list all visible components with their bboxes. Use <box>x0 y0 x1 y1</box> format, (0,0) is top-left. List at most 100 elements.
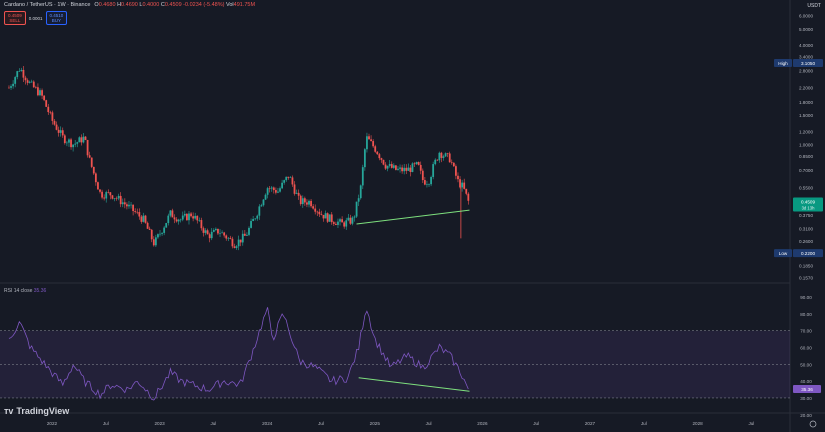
rsi-legend[interactable]: RSI 14 close 35.36 <box>4 288 47 294</box>
candle-body <box>121 202 124 205</box>
price-trendline <box>356 209 470 225</box>
candle-body <box>109 192 112 196</box>
candle-body <box>376 151 379 155</box>
candle-body <box>320 214 323 215</box>
candle-body <box>248 227 250 235</box>
candle-body <box>260 205 263 207</box>
candle-body <box>134 211 137 212</box>
candle-body <box>287 176 290 178</box>
candle-body <box>105 192 108 199</box>
candle-body <box>132 204 135 212</box>
price-tick: 0.8500 <box>799 154 813 159</box>
time-tick: 2027 <box>585 421 596 426</box>
candle-body <box>90 157 93 167</box>
candle-body <box>349 217 352 224</box>
price-tick: 3.4000 <box>799 54 813 59</box>
candle-body <box>359 185 362 199</box>
candle-body <box>86 139 89 156</box>
spread-value: 0.0001 <box>28 15 43 21</box>
price-tick: 1.2000 <box>799 129 813 134</box>
candle-body <box>99 189 101 192</box>
price-tick: 4.0000 <box>799 43 813 48</box>
candle-body <box>463 182 466 189</box>
price-tick: 0.5500 <box>799 185 813 190</box>
candle-body <box>113 198 116 199</box>
candle-body <box>419 164 422 171</box>
candle-body <box>380 158 383 160</box>
candle-body <box>117 195 120 199</box>
candle-body <box>88 155 91 158</box>
candle-body <box>421 170 424 181</box>
candle-body <box>198 220 201 221</box>
time-tick: Jul <box>641 421 647 426</box>
candle-body <box>34 87 37 88</box>
candle-body <box>181 215 184 220</box>
candle-body <box>237 239 240 247</box>
candle-body <box>363 149 366 168</box>
candle-body <box>308 200 310 205</box>
candle-body <box>126 204 128 207</box>
candle-body <box>314 208 317 212</box>
candle-body <box>92 166 95 174</box>
candle-body <box>357 198 360 202</box>
price-tick: 0.3750 <box>799 213 813 218</box>
candle-body <box>190 213 192 217</box>
candle-body <box>30 81 33 83</box>
logo-icon: ᴛᴠ <box>4 406 14 416</box>
low-value: 0.2200 <box>801 251 815 256</box>
candle-body <box>411 163 414 173</box>
candle-body <box>115 198 118 199</box>
candle-body <box>14 77 17 84</box>
trade-buttons: 0.4509 SELL 0.0001 0.4510 BUY <box>4 11 68 25</box>
candle-body <box>426 184 428 185</box>
candle-body <box>159 233 161 235</box>
buy-button[interactable]: 0.4510 BUY <box>45 11 68 25</box>
price-tick: 0.1570 <box>799 275 813 280</box>
candle-body <box>123 202 126 205</box>
candle-body <box>32 81 35 88</box>
candle-body <box>239 239 242 243</box>
candle-body <box>395 165 397 170</box>
candle-body <box>405 167 408 171</box>
time-tick: 2028 <box>692 421 703 426</box>
candle-body <box>214 228 217 231</box>
symbol-title[interactable]: Cardano / TetherUS · 1W · Binance <box>4 2 91 8</box>
rsi-tick: 80.00 <box>800 312 812 317</box>
candle-body <box>250 221 252 228</box>
symbol-header: Cardano / TetherUS · 1W · Binance O0.468… <box>4 2 255 8</box>
candle-body <box>171 210 174 218</box>
rsi-value-tag <box>793 384 821 393</box>
candle-body <box>204 230 207 233</box>
time-tick: Jul <box>748 421 754 426</box>
rsi-value: 35.36 <box>801 387 813 392</box>
candle-body <box>188 213 190 221</box>
candle-body <box>157 234 159 238</box>
sell-button[interactable]: 0.4509 SELL <box>4 11 26 25</box>
candle-body <box>372 141 375 147</box>
candle-body <box>45 100 48 107</box>
candle-body <box>295 192 298 194</box>
candle-body <box>285 176 288 181</box>
settings-gear-icon[interactable] <box>809 420 817 428</box>
candle-body <box>293 184 296 194</box>
candle-body <box>63 135 66 144</box>
candle-body <box>256 215 259 219</box>
candle-body <box>49 112 52 113</box>
candle-body <box>101 191 103 198</box>
candle-body <box>78 137 81 143</box>
candle-body <box>167 215 170 224</box>
candle-body <box>459 179 461 188</box>
candle-body <box>326 213 329 222</box>
currency-selector[interactable]: USDT <box>807 3 821 9</box>
candle-body <box>246 234 248 236</box>
candle-body <box>455 166 457 176</box>
candle-body <box>448 153 451 163</box>
candle-body <box>279 188 281 192</box>
candle-body <box>55 124 58 130</box>
candle-body <box>277 191 279 193</box>
candle-body <box>374 146 377 152</box>
candle-body <box>316 211 319 213</box>
candle-body <box>74 143 77 145</box>
candle-body <box>138 212 141 217</box>
